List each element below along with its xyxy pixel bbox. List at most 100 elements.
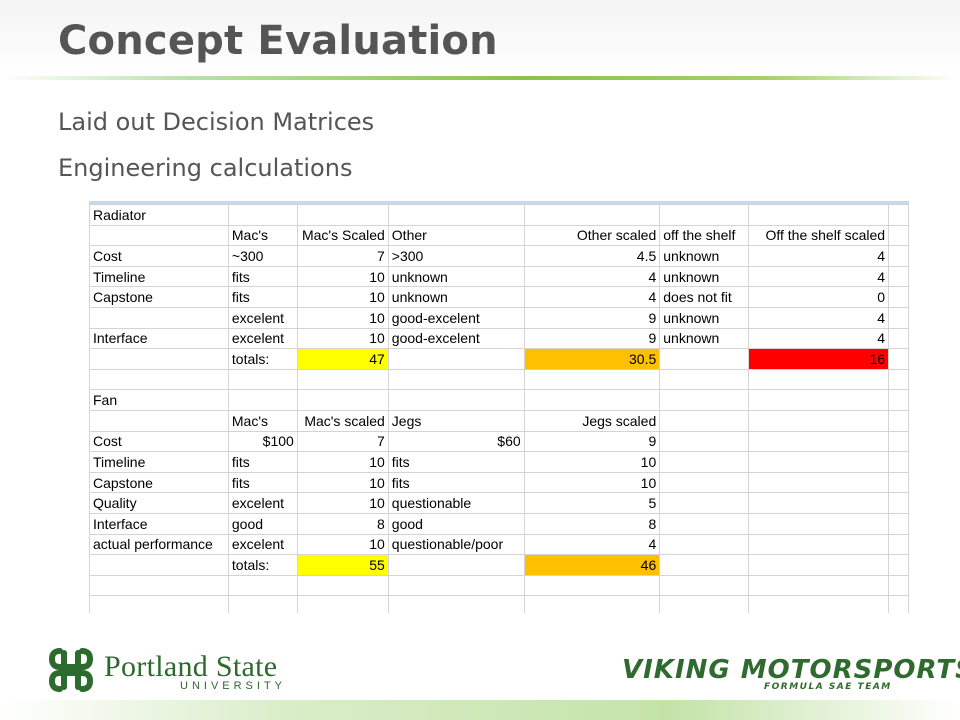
table-cell xyxy=(89,306,229,329)
table-cell xyxy=(748,533,890,556)
table-cell: Capstone xyxy=(89,471,229,494)
table-cell: $60 xyxy=(387,430,525,453)
table-cell xyxy=(659,595,750,613)
table-cell xyxy=(748,512,890,535)
table-cell: 9 xyxy=(523,306,661,329)
viking-logo-text: VIKING MOTORSPORTS xyxy=(622,655,960,685)
table-cell: 10 xyxy=(296,533,389,556)
table-cell xyxy=(659,409,750,432)
decision-matrix-table: Radiator Mac's Mac's Scaled Other Other scal… xyxy=(89,204,909,613)
table-cell: unknown xyxy=(387,286,525,308)
table-row: actual performance excelent 10 questionable… xyxy=(89,533,909,556)
table-cell: Mac's xyxy=(227,224,298,247)
table-cell xyxy=(888,595,909,613)
table-row xyxy=(89,595,909,613)
table-cell xyxy=(296,204,389,226)
table-cell: fits xyxy=(227,451,298,473)
table-cell: 4 xyxy=(748,245,890,267)
table-row: Interface excelent 10 good-excelent 9 unknown… xyxy=(89,327,909,350)
table-cell xyxy=(296,368,389,391)
table-cell: Interface xyxy=(89,327,229,350)
table-cell: fits xyxy=(387,471,525,494)
table-cell: fits xyxy=(227,265,298,288)
table-cell: excelent xyxy=(227,492,298,514)
table-row: Capstone fits 10 unknown 4 does not fit 0 xyxy=(89,286,909,308)
table-cell xyxy=(748,389,890,411)
table-cell xyxy=(888,265,909,288)
table-cell xyxy=(888,554,909,576)
psu-knot-logo xyxy=(48,648,94,692)
table-cell xyxy=(659,389,750,411)
table-cell xyxy=(659,348,750,370)
table-cell: totals: xyxy=(227,348,298,370)
table-cell: Jegs scaled xyxy=(523,409,661,432)
footer-band xyxy=(0,700,960,720)
table-row: Quality excelent 10 questionable 5 xyxy=(89,492,909,514)
table-cell xyxy=(227,595,298,613)
table-cell: fits xyxy=(387,451,525,473)
table-cell: Fan xyxy=(89,389,229,411)
table-row: Cost ~300 7 >300 4.5 unknown 4 xyxy=(89,245,909,267)
table-row: totals: 47 30.5 16 xyxy=(89,348,909,370)
table-cell xyxy=(227,368,298,391)
table-cell xyxy=(659,512,750,535)
table-cell xyxy=(748,409,890,432)
table-cell xyxy=(748,554,890,576)
table-row: Timeline fits 10 fits 10 xyxy=(89,451,909,473)
table-cell: 10 xyxy=(296,451,389,473)
table-cell: 16 xyxy=(748,348,890,370)
table-row xyxy=(89,574,909,597)
table-cell: unknown xyxy=(659,327,750,350)
viking-motorsports-logo: VIKING MOTORSPORTS FORMULA SAE TEAM xyxy=(622,655,960,695)
table-cell: unknown xyxy=(659,265,750,288)
table-cell: 10 xyxy=(296,492,389,514)
table-cell xyxy=(888,574,909,597)
table-cell: 47 xyxy=(296,348,389,370)
table-cell: ~300 xyxy=(227,245,298,267)
table-cell: 10 xyxy=(296,306,389,329)
table-row: Fan xyxy=(89,389,909,411)
bullet-decision-matrices: Laid out Decision Matrices xyxy=(58,108,375,136)
table-cell xyxy=(89,348,229,370)
table-row xyxy=(89,368,909,391)
spreadsheet-screenshot: Radiator Mac's Mac's Scaled Other Other scal… xyxy=(89,201,909,613)
table-cell: Mac's Scaled xyxy=(296,224,389,247)
table-cell xyxy=(523,595,661,613)
table-cell xyxy=(888,306,909,329)
table-cell: unknown xyxy=(387,265,525,288)
table-row: Mac's Mac's scaled Jegs Jegs scaled xyxy=(89,409,909,432)
table-cell xyxy=(659,471,750,494)
table-cell: 4 xyxy=(748,306,890,329)
table-cell: 4 xyxy=(748,327,890,350)
table-cell xyxy=(227,389,298,411)
table-cell: good xyxy=(387,512,525,535)
table-cell: 8 xyxy=(523,512,661,535)
table-cell xyxy=(888,224,909,247)
table-cell xyxy=(888,471,909,494)
table-cell xyxy=(296,389,389,411)
table-cell xyxy=(748,492,890,514)
table-cell: excelent xyxy=(227,327,298,350)
table-cell xyxy=(888,512,909,535)
table-row: Radiator xyxy=(89,204,909,226)
table-row: Cost $100 7 $60 9 xyxy=(89,430,909,453)
table-cell: 7 xyxy=(296,430,389,453)
slide-title: Concept Evaluation xyxy=(58,18,498,64)
table-cell xyxy=(748,574,890,597)
table-cell xyxy=(89,554,229,576)
table-cell: 46 xyxy=(523,554,661,576)
table-cell xyxy=(888,409,909,432)
table-cell xyxy=(89,409,229,432)
table-cell: 10 xyxy=(296,265,389,288)
table-cell: fits xyxy=(227,286,298,308)
table-cell xyxy=(888,430,909,453)
table-cell xyxy=(748,595,890,613)
table-cell xyxy=(888,245,909,267)
table-cell: excelent xyxy=(227,533,298,556)
table-cell: Cost xyxy=(89,245,229,267)
table-cell: 10 xyxy=(296,471,389,494)
table-cell xyxy=(659,430,750,453)
table-cell: 9 xyxy=(523,327,661,350)
table-cell: Timeline xyxy=(89,265,229,288)
table-cell xyxy=(387,595,525,613)
